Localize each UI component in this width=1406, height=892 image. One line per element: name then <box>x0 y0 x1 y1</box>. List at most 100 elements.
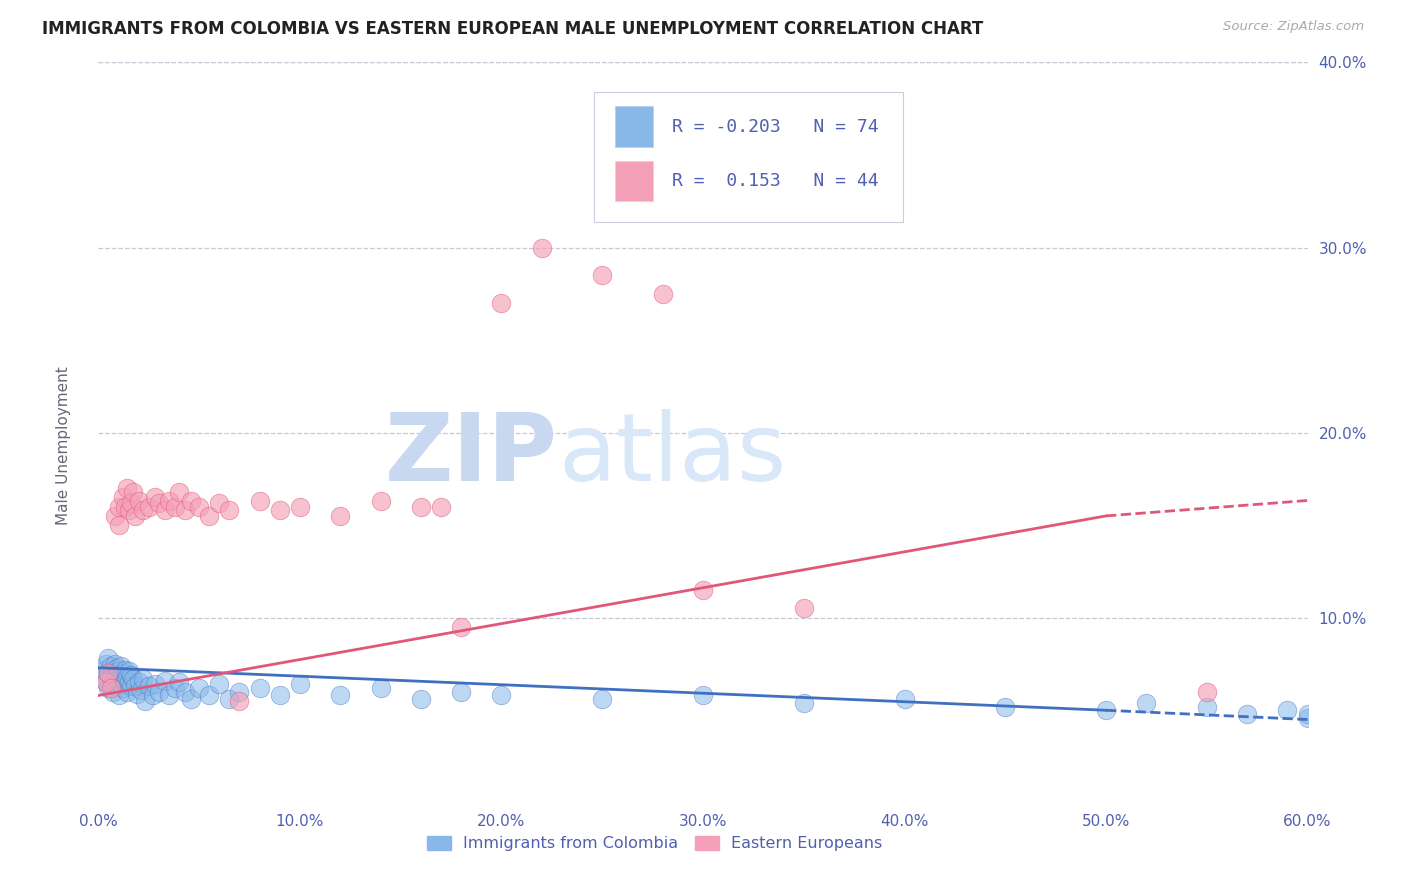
Point <box>692 582 714 597</box>
Point <box>101 665 124 679</box>
Point <box>132 503 155 517</box>
Point <box>370 681 392 695</box>
Point <box>1296 706 1319 721</box>
Point <box>188 681 211 695</box>
Point <box>132 672 155 686</box>
Point <box>174 685 197 699</box>
Point <box>103 679 125 693</box>
Point <box>163 500 186 514</box>
Point <box>148 496 170 510</box>
Point <box>329 508 352 523</box>
Point <box>1195 699 1218 714</box>
Point <box>994 699 1017 714</box>
Point <box>128 494 150 508</box>
Text: ZIP: ZIP <box>385 409 558 500</box>
Point <box>269 689 291 703</box>
Point <box>1135 696 1157 710</box>
Point <box>180 692 202 706</box>
Text: Male Unemployment: Male Unemployment <box>56 367 70 525</box>
Point <box>118 665 141 679</box>
Point <box>115 481 138 495</box>
FancyBboxPatch shape <box>614 161 654 202</box>
Point <box>249 494 271 508</box>
Text: atlas: atlas <box>558 409 786 500</box>
Point <box>591 268 613 283</box>
Point <box>218 503 240 517</box>
Point <box>91 670 114 684</box>
Point <box>1195 685 1218 699</box>
Point <box>409 692 432 706</box>
Point <box>107 689 129 703</box>
Point <box>134 694 156 708</box>
Point <box>208 496 231 510</box>
Point <box>692 689 714 703</box>
Point <box>100 658 122 673</box>
Point <box>143 677 166 691</box>
Point <box>107 518 129 533</box>
Point <box>120 679 142 693</box>
Point <box>103 508 125 523</box>
Point <box>430 500 453 514</box>
Point <box>180 494 202 508</box>
Point <box>491 296 513 310</box>
Point <box>118 503 141 517</box>
Point <box>115 685 138 699</box>
Point <box>97 666 120 681</box>
Text: R =  0.153   N = 44: R = 0.153 N = 44 <box>672 172 879 190</box>
Point <box>148 685 170 699</box>
Point <box>107 665 129 679</box>
Point <box>1236 706 1258 721</box>
Point <box>163 681 186 695</box>
Point <box>101 675 124 690</box>
Point <box>96 675 118 690</box>
Point <box>101 685 124 699</box>
Point <box>138 500 160 514</box>
Point <box>111 681 134 695</box>
Point <box>793 696 815 710</box>
Point <box>249 681 271 695</box>
FancyBboxPatch shape <box>595 92 903 221</box>
Text: Source: ZipAtlas.com: Source: ZipAtlas.com <box>1223 20 1364 33</box>
Point <box>114 663 136 677</box>
Point <box>174 503 197 517</box>
Point <box>107 675 129 690</box>
Point <box>530 240 553 255</box>
Point <box>288 677 311 691</box>
Point <box>153 503 176 517</box>
Point <box>142 689 165 703</box>
Point <box>793 601 815 615</box>
Point <box>138 679 160 693</box>
Point <box>114 673 136 688</box>
Point <box>114 500 136 514</box>
Point <box>218 692 240 706</box>
Point <box>103 668 125 682</box>
Point <box>97 651 120 665</box>
Point <box>157 689 180 703</box>
Point <box>167 675 190 690</box>
Point <box>153 673 176 688</box>
Point <box>167 484 190 499</box>
Point <box>97 666 120 681</box>
Point <box>651 286 673 301</box>
Point <box>100 681 122 695</box>
Point <box>100 670 122 684</box>
Point <box>111 491 134 505</box>
Point <box>129 682 152 697</box>
Point <box>128 675 150 690</box>
Point <box>125 687 148 701</box>
Point <box>96 657 118 671</box>
Point <box>97 681 120 695</box>
Point <box>269 503 291 517</box>
Point <box>105 672 128 686</box>
Point <box>110 658 132 673</box>
Point <box>370 494 392 508</box>
Point <box>105 661 128 675</box>
Point <box>157 494 180 508</box>
Point <box>118 675 141 690</box>
Point <box>1095 703 1118 717</box>
Point <box>115 670 138 684</box>
Point <box>124 679 146 693</box>
Point <box>893 692 915 706</box>
Text: R = -0.203   N = 74: R = -0.203 N = 74 <box>672 118 879 136</box>
FancyBboxPatch shape <box>614 106 654 147</box>
